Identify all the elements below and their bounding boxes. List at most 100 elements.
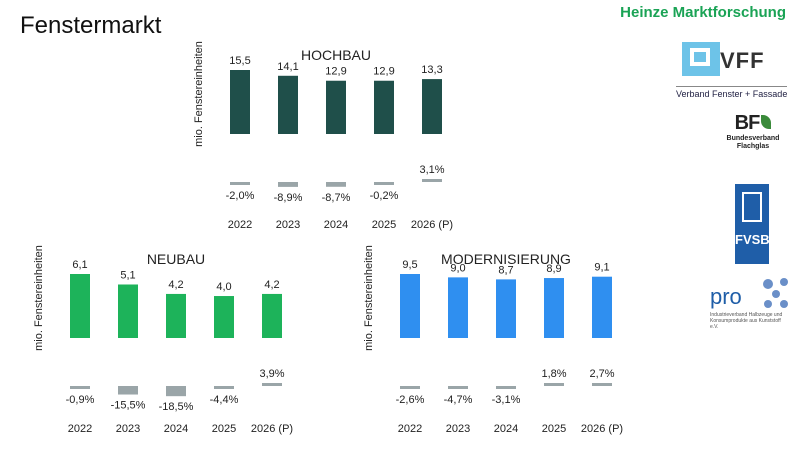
pro-logo-subtitle: Industrieverband Halbzeuge und Konsumpro… xyxy=(710,312,783,330)
modernisierung-change-label: 2,7% xyxy=(589,368,614,380)
modernisierung-chart-title: MODERNISIERUNG xyxy=(441,251,571,267)
vff-window-icon xyxy=(682,42,720,76)
pro-logo-text: pro xyxy=(710,284,742,309)
hochbau-bar xyxy=(422,79,442,134)
modernisierung-value-label: 8,7 xyxy=(498,264,513,276)
modernisierung-change-label: 1,8% xyxy=(541,368,566,380)
modernisierung-category-label: 2024 xyxy=(494,423,518,435)
vff-logo-text: VFF xyxy=(720,48,765,73)
neubau-bar xyxy=(262,293,282,338)
hochbau-value-label: 13,3 xyxy=(421,64,442,76)
neubau-change-bar xyxy=(214,386,234,389)
modernisierung-value-label: 8,9 xyxy=(546,263,561,275)
modernisierung-change-label: -2,6% xyxy=(396,394,425,406)
hochbau-chart: HOCHBAU mio. Fenstereinheiten 15,5 -2,0% 202… xyxy=(188,41,453,238)
hochbau-bar xyxy=(230,70,250,134)
modernisierung-category-label: 2026 (P) xyxy=(581,423,623,435)
bf-logo-subtitle-1: Bundesverband xyxy=(726,135,780,142)
hochbau-chart-svg: HOCHBAU mio. Fenstereinheiten 15,5 -2,0% 202… xyxy=(193,41,453,231)
neubau-change-label: -4,4% xyxy=(210,394,239,406)
hochbau-bar xyxy=(278,75,298,134)
neubau-category-label: 2026 (P) xyxy=(251,423,293,435)
neubau-value-label: 4,2 xyxy=(168,279,183,291)
hochbau-change-bar xyxy=(422,179,442,182)
neubau-bar xyxy=(118,284,138,338)
hochbau-chart-title: HOCHBAU xyxy=(301,47,371,63)
hochbau-category-label: 2026 (P) xyxy=(411,219,453,231)
leaf-icon xyxy=(761,115,772,129)
neubau-chart-title: NEUBAU xyxy=(147,251,205,267)
vff-logo: VFF Verband Fenster + Fassade xyxy=(672,42,788,99)
modernisierung-bar xyxy=(496,279,516,338)
fvsb-logo-text: FVSB xyxy=(735,232,770,247)
heinze-brand-logo: Heinze Marktforschung xyxy=(620,4,786,21)
hochbau-category-label: 2022 xyxy=(228,219,252,231)
neubau-change-label: 3,9% xyxy=(259,368,284,380)
modernisierung-value-label: 9,1 xyxy=(594,262,609,274)
brand-name: Heinze Marktforschung xyxy=(620,4,786,21)
hochbau-bar xyxy=(326,80,346,134)
hochbau-category-label: 2024 xyxy=(324,219,348,231)
modernisierung-bar xyxy=(544,278,564,338)
neubau-change-bar xyxy=(70,386,90,389)
bf-logo-subtitle-2: Flachglas xyxy=(736,143,770,150)
neubau-category-label: 2025 xyxy=(212,423,236,435)
neubau-value-label: 4,0 xyxy=(216,281,231,293)
hochbau-change-label: -0,2% xyxy=(370,190,399,202)
neubau-category-label: 2022 xyxy=(68,423,92,435)
neubau-y-axis-label: mio. Fenstereinheiten xyxy=(33,245,45,351)
hochbau-change-bar xyxy=(230,182,250,185)
modernisierung-change-bar xyxy=(448,386,468,389)
modernisierung-category-label: 2023 xyxy=(446,423,470,435)
neubau-change-label: -18,5% xyxy=(159,401,194,413)
pro-k-logo: pro Industrieverband Halbzeuge und Konsu… xyxy=(708,276,792,346)
neubau-bar xyxy=(70,274,90,338)
bf-logo-mark: BF xyxy=(718,112,788,135)
page-title: Fenstermarkt xyxy=(20,12,162,39)
modernisierung-change-bar xyxy=(592,383,612,386)
neubau-chart-svg: NEUBAU mio. Fenstereinheiten 6,1 -0,9% 2022 5… xyxy=(33,245,293,435)
modernisierung-category-label: 2022 xyxy=(398,423,422,435)
hochbau-change-label: -8,9% xyxy=(274,192,303,204)
modernisierung-value-label: 9,5 xyxy=(402,259,417,271)
modernisierung-change-label: -4,7% xyxy=(444,394,473,406)
bundesverband-flachglas-logo: BF Bundesverband Flachglas xyxy=(718,112,788,176)
hochbau-value-label: 12,9 xyxy=(325,66,346,78)
hochbau-change-bar xyxy=(278,182,298,187)
modernisierung-change-label: -3,1% xyxy=(492,394,521,406)
neubau-chart: NEUBAU mio. Fenstereinheiten 6,1 -0,9% 2022 5… xyxy=(28,245,293,442)
hochbau-y-axis-label: mio. Fenstereinheiten xyxy=(193,41,205,147)
hochbau-value-label: 12,9 xyxy=(373,66,394,78)
neubau-change-label: -15,5% xyxy=(111,400,146,412)
neubau-bar xyxy=(166,293,186,338)
modernisierung-change-bar xyxy=(400,386,420,389)
modernisierung-change-bar xyxy=(496,386,516,389)
hochbau-category-label: 2023 xyxy=(276,219,300,231)
modernisierung-y-axis-label: mio. Fenstereinheiten xyxy=(363,245,375,351)
modernisierung-chart: MODERNISIERUNG mio. Fenstereinheiten 9,5 -2… xyxy=(358,245,623,442)
modernisierung-chart-svg: MODERNISIERUNG mio. Fenstereinheiten 9,5 -2… xyxy=(363,245,623,435)
hochbau-change-bar xyxy=(374,182,394,185)
hochbau-change-bar xyxy=(326,182,346,187)
hochbau-change-label: 3,1% xyxy=(419,164,444,176)
modernisierung-category-label: 2025 xyxy=(542,423,566,435)
hochbau-bar xyxy=(374,80,394,134)
neubau-value-label: 6,1 xyxy=(72,259,87,271)
molecule-icon xyxy=(763,278,788,308)
modernisierung-bar xyxy=(448,277,468,338)
hochbau-change-label: -8,7% xyxy=(322,192,351,204)
hochbau-value-label: 14,1 xyxy=(277,61,298,73)
bf-logo-text: BF xyxy=(734,112,761,134)
vff-logo-subtitle: Verband Fenster + Fassade xyxy=(676,86,788,99)
fvsb-window-icon xyxy=(742,192,762,222)
hochbau-category-label: 2025 xyxy=(372,219,396,231)
neubau-change-label: -0,9% xyxy=(66,394,95,406)
modernisierung-bar xyxy=(592,276,612,338)
hochbau-change-label: -2,0% xyxy=(226,190,255,202)
neubau-change-bar xyxy=(118,386,138,395)
neubau-change-bar xyxy=(166,386,186,397)
modernisierung-value-label: 9,0 xyxy=(450,262,465,274)
neubau-value-label: 5,1 xyxy=(120,269,135,281)
hochbau-value-label: 15,5 xyxy=(229,55,250,67)
neubau-change-bar xyxy=(262,383,282,386)
